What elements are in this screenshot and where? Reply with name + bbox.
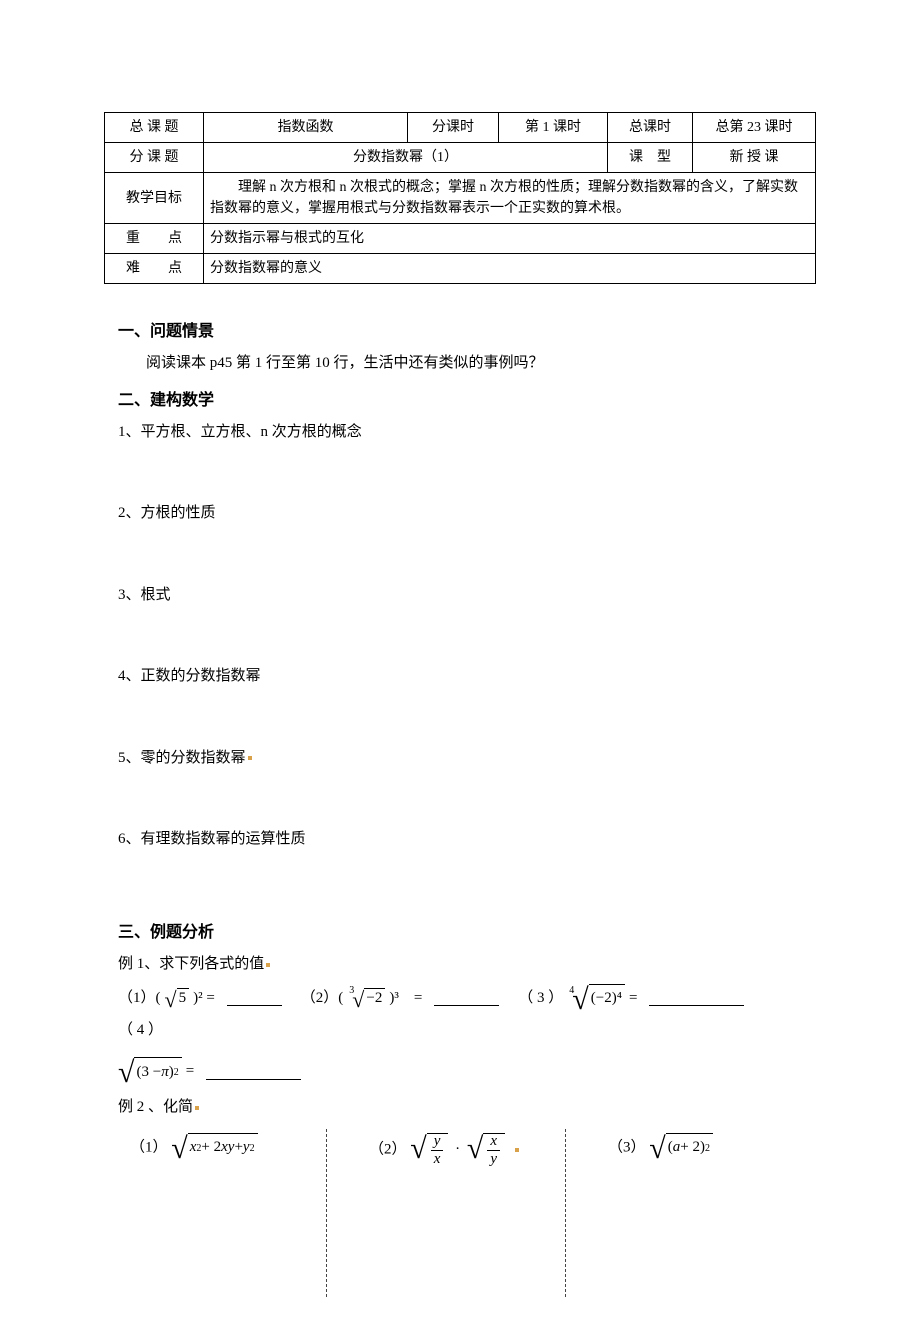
table-row: 分 课 题 分数指数幂（1） 课 型 新 授 课: [105, 143, 816, 173]
sqrt-icon: √ x y: [467, 1133, 505, 1167]
ex2-1-radicand-wrap: x2 + 2xy + y2: [188, 1133, 258, 1163]
section-1-text: 阅读课本 p45 第 1 行至第 10 行，生活中还有类似的事例吗？: [118, 351, 802, 377]
s2-item-5: 5、零的分数指数幂: [118, 746, 802, 772]
cell-zongketi-label: 总 课 题: [105, 113, 204, 143]
ex1-lead-text: 例 1、求下列各式的值: [118, 956, 264, 972]
cell-fenketi-label: 分 课 题: [105, 143, 204, 173]
table-row: 重 点 分数指示幂与根式的互化: [105, 224, 816, 254]
ex1-4-radicand: (3 − π)2: [134, 1057, 181, 1087]
ex1-4-after: =: [186, 1059, 194, 1085]
example-2-columns: （1） √ x2 + 2xy + y2 （2） √ y x: [118, 1129, 802, 1297]
edit-marker-icon: [195, 1106, 199, 1110]
example-1-row: （1）( √5 )² = （2）( 3 √−2 )³ = （ 3 ） 4 √(−…: [118, 984, 802, 1044]
cell-kexing-label: 课 型: [608, 143, 693, 173]
s2-item-6: 6、有理数指数幂的运算性质: [118, 827, 802, 853]
ex2-3-label: （3）: [608, 1139, 646, 1155]
table-row: 教学目标 理解 n 次方根和 n 次根式的概念；掌握 n 次方根的性质；理解分数…: [105, 173, 816, 224]
table-row: 难 点 分数指数幂的意义: [105, 254, 816, 284]
section-heading-1: 一、问题情景: [118, 318, 802, 345]
cell-nandian-label: 难 点: [105, 254, 204, 284]
cell-mubiao-label: 教学目标: [105, 173, 204, 224]
s2-item-2: 2、方根的性质: [118, 501, 802, 527]
ex2-col-3: （3） √ (a + 2)2: [568, 1129, 802, 1297]
answer-blank: [227, 991, 282, 1006]
ex2-col-2: （2） √ y x · √ x y: [329, 1129, 563, 1297]
frac-den: x: [431, 1150, 444, 1167]
sqrt-icon: √−2: [352, 988, 385, 1010]
ex1-3-radicand: (−2)⁴: [589, 984, 625, 1014]
cell-zhongdian-value: 分数指示幂与根式的互化: [204, 224, 816, 254]
cell-nandian-value: 分数指数幂的意义: [204, 254, 816, 284]
dashed-divider: [326, 1129, 327, 1297]
section-heading-2: 二、建构数学: [118, 387, 802, 414]
ex1-3-after: =: [629, 986, 637, 1012]
ex1-2-radicand: −2: [364, 988, 385, 1010]
page-root: 总 课 题 指数函数 分课时 第 1 课时 总课时 总第 23 课时 分 课 题…: [0, 0, 920, 1337]
edit-marker-icon: [266, 963, 270, 967]
cell-kexing-value: 新 授 课: [693, 143, 816, 173]
cell-fenkeshi-value: 第 1 课时: [499, 113, 608, 143]
ex2-2-label: （2）: [369, 1141, 407, 1157]
table-row: 总 课 题 指数函数 分课时 第 1 课时 总课时 总第 23 课时: [105, 113, 816, 143]
cell-zongketi-value: 指数函数: [204, 113, 408, 143]
cell-fenkeshi-label: 分课时: [408, 113, 499, 143]
frac-num: x: [487, 1134, 500, 1150]
cell-zongkeshi-label: 总课时: [608, 113, 693, 143]
cell-zongkeshi-value: 总第 23 课时: [693, 113, 816, 143]
frac-num: y: [431, 1134, 444, 1150]
sqrt-icon: √ y x: [410, 1133, 448, 1167]
ex1-1-radicand: 5: [177, 988, 190, 1010]
cell-zhongdian-label: 重 点: [105, 224, 204, 254]
content-body: 一、问题情景 阅读课本 p45 第 1 行至第 10 行，生活中还有类似的事例吗…: [104, 284, 816, 1297]
cell-mubiao-value: 理解 n 次方根和 n 次根式的概念；掌握 n 次方根的性质；理解分数指数幂的含…: [204, 173, 816, 224]
example-2-lead: 例 2 、化简: [118, 1095, 802, 1121]
sqrt-icon: √(3 − π)2: [118, 1057, 182, 1087]
lesson-meta-table: 总 课 题 指数函数 分课时 第 1 课时 总课时 总第 23 课时 分 课 题…: [104, 112, 816, 284]
example-1-lead: 例 1、求下列各式的值: [118, 952, 802, 978]
edit-marker-icon: [248, 756, 252, 760]
answer-blank: [206, 1065, 301, 1080]
s2-item-5-text: 5、零的分数指数幂: [118, 750, 246, 766]
fraction: y x: [431, 1134, 444, 1167]
example-1-row-2: √(3 − π)2 =: [118, 1057, 802, 1087]
ex2-2-dot: ·: [455, 1141, 460, 1157]
cell-fenketi-value: 分数指数幂（1）: [204, 143, 608, 173]
ex2-col-1: （1） √ x2 + 2xy + y2: [118, 1129, 324, 1297]
ex1-3-label: （ 3 ）: [518, 986, 563, 1012]
sqrt-icon: √5: [165, 988, 190, 1010]
ex2-lead-text: 例 2 、化简: [118, 1099, 193, 1115]
sqrt-icon: √ x2 + 2xy + y2: [171, 1133, 257, 1163]
ex2-1-label: （1）: [130, 1139, 168, 1155]
sqrt-icon: √ (a + 2)2: [649, 1133, 713, 1163]
answer-blank: [649, 991, 744, 1006]
ex1-1-after: )² =: [193, 986, 215, 1012]
ex1-2-after: )³ =: [389, 986, 422, 1012]
answer-blank: [434, 991, 499, 1006]
frac-den: y: [487, 1150, 500, 1167]
sqrt-icon: √(−2)⁴: [572, 984, 625, 1014]
ex1-2-label: （2）(: [301, 986, 344, 1012]
section-heading-3: 三、例题分析: [118, 919, 802, 946]
ex2-3-radicand-wrap: (a + 2)2: [666, 1133, 713, 1163]
s2-item-3: 3、根式: [118, 583, 802, 609]
s2-item-1: 1、平方根、立方根、n 次方根的概念: [118, 420, 802, 446]
edit-marker-icon: [515, 1148, 519, 1152]
ex1-1-label: （1）(: [118, 986, 161, 1012]
ex1-4-label: （ 4 ）: [118, 1018, 163, 1044]
fraction: x y: [487, 1134, 500, 1167]
s2-item-4: 4、正数的分数指数幂: [118, 664, 802, 690]
dashed-divider: [565, 1129, 566, 1297]
